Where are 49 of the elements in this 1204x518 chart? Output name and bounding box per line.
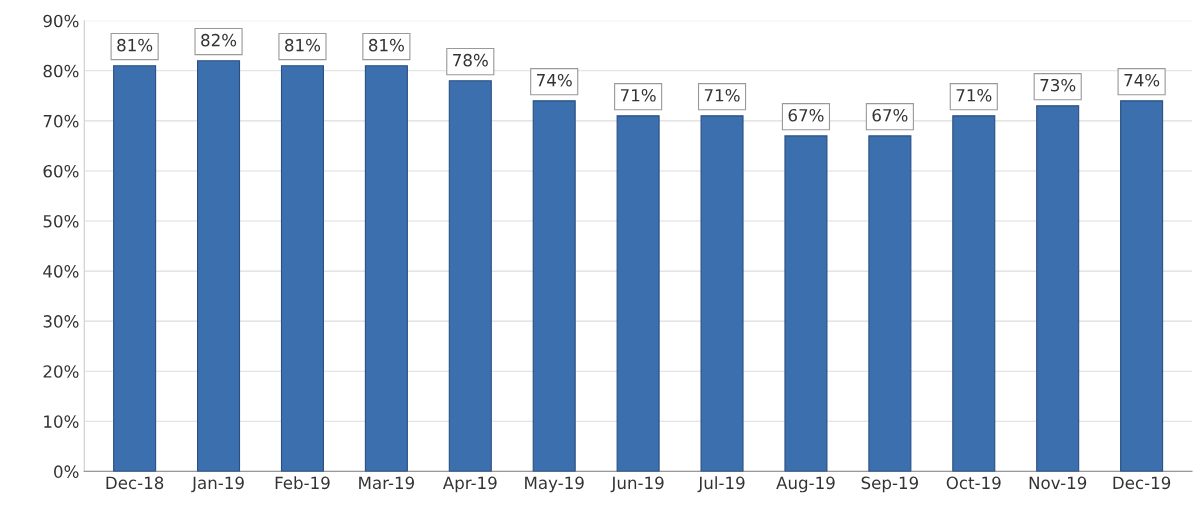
x-tick-label: Jan-19 bbox=[191, 476, 244, 493]
bar bbox=[1120, 100, 1164, 472]
x-tick-label: Oct-19 bbox=[946, 476, 1001, 490]
y-tick-label: 30% bbox=[43, 315, 79, 328]
y-tick-label: 10% bbox=[44, 415, 79, 428]
x-tick-label: Mar-19 bbox=[359, 476, 415, 490]
y-tick-label: 0% bbox=[54, 465, 79, 478]
y-tick-label: 80% bbox=[43, 64, 79, 78]
bar bbox=[113, 65, 157, 472]
bar bbox=[784, 135, 828, 472]
x-tick-label: Jul-19 bbox=[697, 476, 745, 493]
data-label: 74% bbox=[1124, 73, 1160, 87]
bar bbox=[1036, 105, 1080, 472]
data-label: 73% bbox=[1040, 78, 1076, 92]
x-tick-label: May-19 bbox=[525, 476, 584, 493]
data-label: 81% bbox=[117, 38, 153, 52]
x-tick-label: Aug-19 bbox=[776, 476, 835, 493]
x-tick-label: Jun-19 bbox=[610, 476, 664, 493]
bar bbox=[952, 115, 996, 472]
y-tick-label: 90% bbox=[43, 14, 79, 28]
bar bbox=[868, 135, 912, 472]
data-label: 71% bbox=[704, 88, 740, 102]
data-label: 81% bbox=[285, 38, 321, 52]
data-label: 71% bbox=[956, 88, 992, 102]
y-tick-label: 20% bbox=[43, 365, 79, 378]
x-tick-label: Sep-19 bbox=[861, 476, 919, 493]
x-tick-label: Dec-18 bbox=[106, 476, 164, 490]
bar bbox=[197, 60, 241, 472]
data-label: 67% bbox=[788, 108, 824, 122]
x-tick-label: Apr-19 bbox=[442, 476, 497, 493]
y-tick-label: 50% bbox=[43, 214, 79, 228]
x-tick-label: Feb-19 bbox=[275, 476, 330, 490]
bar bbox=[364, 65, 408, 472]
y-tick-label: 40% bbox=[43, 265, 79, 278]
x-tick-label: Dec-19 bbox=[1113, 476, 1171, 490]
data-label: 81% bbox=[368, 38, 404, 52]
data-label: 74% bbox=[537, 73, 572, 87]
y-tick-label: 70% bbox=[43, 114, 79, 128]
data-label: 67% bbox=[872, 108, 908, 122]
bar bbox=[532, 100, 576, 472]
bar bbox=[448, 80, 492, 472]
y-tick-label: 60% bbox=[43, 164, 79, 178]
bar bbox=[700, 115, 744, 472]
data-label: 82% bbox=[201, 33, 237, 47]
x-tick-label: Nov-19 bbox=[1029, 476, 1087, 490]
bar bbox=[616, 115, 660, 472]
data-label: 71% bbox=[620, 88, 656, 102]
bar bbox=[280, 65, 324, 472]
data-label: 78% bbox=[453, 53, 488, 67]
